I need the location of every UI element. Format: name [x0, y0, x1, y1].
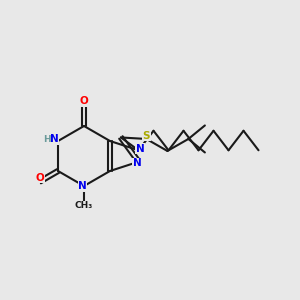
Text: O: O [35, 173, 44, 183]
Text: N: N [50, 134, 58, 145]
Text: N: N [136, 144, 144, 154]
Text: CH₃: CH₃ [75, 201, 93, 210]
Text: S: S [142, 131, 150, 141]
Text: N: N [78, 181, 87, 191]
Text: H: H [43, 135, 50, 144]
Text: N: N [133, 158, 141, 168]
Text: O: O [80, 96, 88, 106]
